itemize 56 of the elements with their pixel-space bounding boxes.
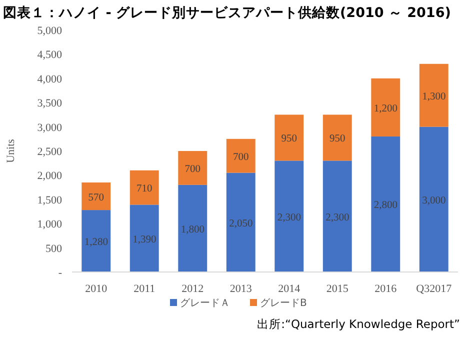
data-label: 570 bbox=[88, 192, 104, 204]
data-label: 1,200 bbox=[374, 103, 398, 114]
x-tick-label: Q32017 bbox=[416, 283, 452, 295]
bar bbox=[371, 78, 400, 136]
bar bbox=[226, 138, 256, 173]
y-axis-title: Units bbox=[5, 139, 17, 163]
bar bbox=[419, 126, 448, 272]
y-tick-label: 1,000 bbox=[37, 218, 62, 231]
bar bbox=[322, 160, 352, 272]
y-tick-label: 1,500 bbox=[37, 194, 62, 206]
y-tick-label: 2,500 bbox=[37, 146, 62, 158]
bar bbox=[274, 160, 304, 272]
bar bbox=[82, 210, 111, 272]
data-label: 2,300 bbox=[277, 212, 301, 224]
bar bbox=[371, 136, 400, 272]
data-label: 950 bbox=[330, 134, 346, 145]
data-label: 950 bbox=[281, 134, 297, 145]
text: 出所:“Quarterly Knowledge Report” bbox=[257, 317, 460, 331]
chart-title: 図表１：ハノイ - グレード別サービスアパート供給数(2010 ～ 2016) bbox=[3, 5, 451, 21]
data-label: 1,300 bbox=[422, 91, 446, 102]
legend-label: グレードＡ bbox=[180, 298, 230, 309]
x-tick-label: 2015 bbox=[326, 283, 349, 295]
bar bbox=[130, 170, 159, 205]
x-tick-label: 2011 bbox=[134, 283, 156, 295]
data-label: 710 bbox=[136, 184, 152, 195]
y-tick-label: 4,000 bbox=[37, 73, 62, 86]
legend-label: グレードB bbox=[260, 298, 307, 309]
y-tick-label: 500 bbox=[46, 242, 62, 255]
x-tick-label: 2014 bbox=[278, 283, 301, 295]
data-label: 1,800 bbox=[180, 224, 204, 236]
data-label: 700 bbox=[233, 152, 249, 163]
data-label: 2,800 bbox=[374, 200, 398, 212]
data-label: 1,280 bbox=[84, 237, 108, 248]
data-label: 3,000 bbox=[422, 195, 446, 206]
bar bbox=[274, 114, 304, 161]
y-tick-label: - bbox=[58, 267, 62, 279]
x-tick-label: 2010 bbox=[85, 283, 108, 295]
x-tick-label: 2013 bbox=[230, 283, 252, 295]
bar bbox=[322, 114, 352, 161]
data-label: 2,300 bbox=[326, 212, 350, 224]
y-tick-label: 5,000 bbox=[37, 25, 62, 37]
y-tick-label: 4,500 bbox=[37, 49, 62, 62]
x-tick-label: 2016 bbox=[374, 283, 398, 295]
y-tick-label: 3,500 bbox=[37, 98, 62, 110]
y-tick-label: 3,000 bbox=[37, 122, 62, 134]
data-label: 1,390 bbox=[132, 234, 156, 246]
bar bbox=[178, 184, 208, 272]
y-tick-label: 2,000 bbox=[37, 170, 62, 182]
bar bbox=[82, 182, 111, 210]
data-label: 2,050 bbox=[229, 218, 253, 230]
x-tick-label: 2012 bbox=[182, 283, 204, 295]
bar bbox=[130, 204, 159, 272]
bar bbox=[226, 172, 256, 272]
bar bbox=[178, 151, 208, 185]
data-label: 700 bbox=[184, 164, 200, 175]
bar bbox=[419, 64, 448, 127]
